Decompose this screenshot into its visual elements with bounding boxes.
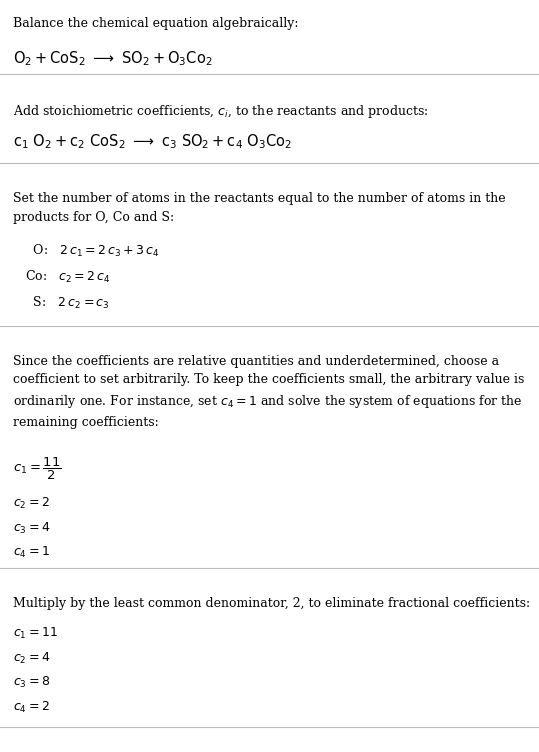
Text: $c_3 = 8$: $c_3 = 8$	[13, 675, 50, 690]
Text: Co: $\ \ c_2 = 2\,c_4$: Co: $\ \ c_2 = 2\,c_4$	[25, 269, 110, 285]
Text: $\mathrm{c_1 \ O_2 + c_2 \ CoS_2 \ \longrightarrow \ c_3 \ SO_2 + c_4 \ O_3Co_2}: $\mathrm{c_1 \ O_2 + c_2 \ CoS_2 \ \long…	[13, 132, 292, 150]
Text: $c_2 = 4$: $c_2 = 4$	[13, 650, 50, 666]
Text: $c_4 = 1$: $c_4 = 1$	[13, 545, 50, 560]
Text: $c_1 = 11$: $c_1 = 11$	[13, 626, 58, 641]
Text: Add stoichiometric coefficients, $c_i$, to the reactants and products:: Add stoichiometric coefficients, $c_i$, …	[13, 103, 429, 120]
Text: $c_4 = 2$: $c_4 = 2$	[13, 699, 50, 714]
Text: O: $\ \ 2\,c_1 = 2\,c_3 + 3\,c_4$: O: $\ \ 2\,c_1 = 2\,c_3 + 3\,c_4$	[25, 243, 160, 259]
Text: Since the coefficients are relative quantities and underdetermined, choose a
coe: Since the coefficients are relative quan…	[13, 355, 524, 429]
Text: $\mathrm{O_2 + CoS_2 \ \longrightarrow \ SO_2 + O_3Co_2}$: $\mathrm{O_2 + CoS_2 \ \longrightarrow \…	[13, 49, 212, 68]
Text: $c_3 = 4$: $c_3 = 4$	[13, 520, 50, 535]
Text: $c_2 = 2$: $c_2 = 2$	[13, 496, 50, 511]
Text: Set the number of atoms in the reactants equal to the number of atoms in the
pro: Set the number of atoms in the reactants…	[13, 192, 506, 223]
Text: Balance the chemical equation algebraically:: Balance the chemical equation algebraica…	[13, 17, 299, 30]
Text: S: $\ \ 2\,c_2 = c_3$: S: $\ \ 2\,c_2 = c_3$	[25, 295, 109, 311]
Text: $c_1 = \dfrac{11}{2}$: $c_1 = \dfrac{11}{2}$	[13, 456, 61, 482]
Text: Multiply by the least common denominator, 2, to eliminate fractional coefficient: Multiply by the least common denominator…	[13, 597, 530, 610]
